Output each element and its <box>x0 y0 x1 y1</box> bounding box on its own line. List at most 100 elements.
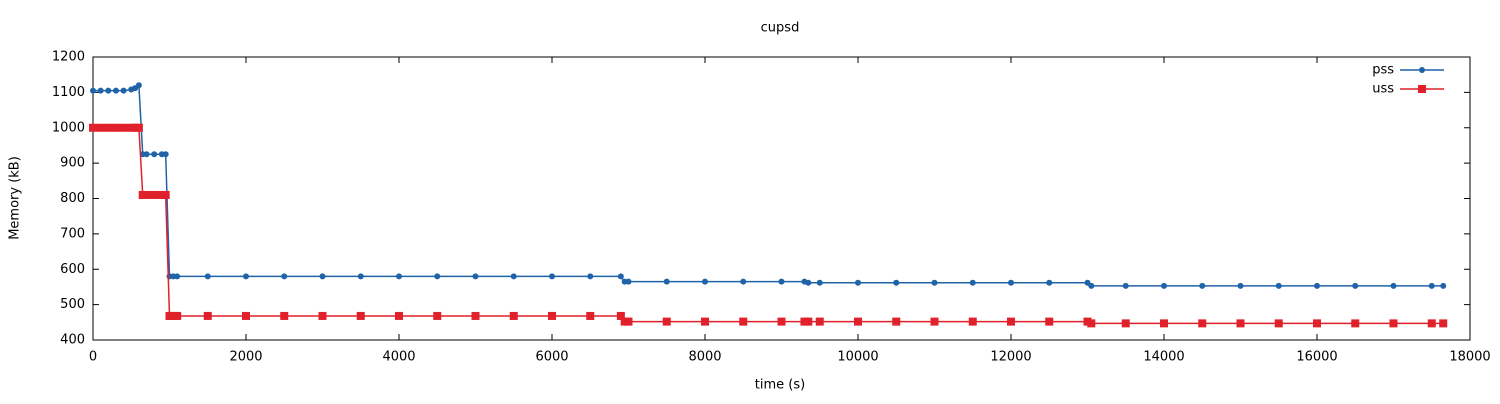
legend-label: pss <box>1372 63 1394 78</box>
marker <box>243 273 249 280</box>
marker <box>663 278 670 285</box>
marker <box>356 311 365 320</box>
marker <box>281 273 288 280</box>
y-tick-label: 1000 <box>52 120 85 135</box>
marker <box>1274 319 1283 328</box>
chart-title: cupsd <box>761 21 800 36</box>
marker <box>395 311 403 320</box>
marker <box>1390 282 1397 289</box>
marker <box>1199 282 1206 289</box>
marker <box>173 311 182 320</box>
marker <box>319 273 326 280</box>
y-tick-label: 500 <box>60 297 85 312</box>
marker <box>120 87 127 94</box>
marker <box>134 123 143 132</box>
series-line <box>93 83 1444 287</box>
marker <box>111 123 120 132</box>
marker <box>97 87 104 94</box>
y-tick-label: 600 <box>60 262 85 277</box>
marker <box>104 123 113 132</box>
legend-marker <box>1419 67 1425 73</box>
legend-marker <box>1418 85 1426 93</box>
marker <box>203 311 212 320</box>
x-tick-label: 18000 <box>1449 350 1490 365</box>
marker <box>1122 282 1129 289</box>
series-line <box>93 127 1444 325</box>
marker <box>472 273 479 280</box>
marker <box>433 311 442 320</box>
marker <box>112 87 119 94</box>
marker <box>1352 282 1359 289</box>
x-tick-label: 12000 <box>990 350 1031 365</box>
marker <box>1440 282 1447 289</box>
marker <box>815 317 824 326</box>
marker <box>805 279 812 286</box>
marker <box>1314 282 1320 289</box>
x-tick-label: 4000 <box>382 350 415 365</box>
marker <box>702 278 708 285</box>
marker <box>1351 319 1360 328</box>
marker <box>119 123 128 132</box>
marker <box>1088 282 1095 289</box>
marker <box>1160 319 1168 328</box>
marker <box>1045 317 1054 326</box>
marker <box>150 190 159 199</box>
marker <box>174 273 181 280</box>
y-tick-label: 1200 <box>52 50 85 65</box>
marker <box>434 273 441 280</box>
marker <box>280 311 289 320</box>
marker <box>549 273 555 280</box>
marker <box>855 279 861 286</box>
marker <box>968 317 977 326</box>
marker <box>586 311 595 320</box>
y-tick-label: 900 <box>60 156 85 171</box>
marker <box>105 87 112 94</box>
marker <box>161 190 170 199</box>
marker <box>969 279 976 286</box>
marker <box>90 87 96 94</box>
marker <box>616 311 625 320</box>
marker <box>142 190 151 199</box>
marker <box>617 273 624 280</box>
marker <box>893 279 900 286</box>
marker <box>1236 319 1245 328</box>
marker <box>662 317 671 326</box>
x-tick-label: 10000 <box>837 350 878 365</box>
marker <box>892 317 901 326</box>
legend-label: uss <box>1372 82 1394 97</box>
x-tick-label: 6000 <box>535 350 568 365</box>
marker <box>1313 319 1321 328</box>
x-tick-label: 2000 <box>229 350 262 365</box>
marker <box>151 151 158 158</box>
marker <box>587 273 594 280</box>
x-tick-label: 0 <box>89 350 97 365</box>
marker <box>804 317 813 326</box>
plot-border <box>92 56 1471 341</box>
y-tick-label: 800 <box>60 191 85 206</box>
marker <box>548 311 556 320</box>
marker <box>778 278 785 285</box>
marker <box>854 317 862 326</box>
marker <box>509 311 518 320</box>
y-axis-label: Memory (kB) <box>8 156 23 240</box>
marker <box>1439 319 1448 328</box>
marker <box>1237 282 1244 289</box>
marker <box>930 317 939 326</box>
marker <box>1389 319 1398 328</box>
marker <box>242 311 250 320</box>
x-tick-label: 8000 <box>688 350 721 365</box>
marker <box>625 278 632 285</box>
marker <box>701 317 709 326</box>
x-tick-label: 14000 <box>1143 350 1184 365</box>
marker <box>1198 319 1207 328</box>
marker <box>143 151 150 158</box>
x-tick-label: 16000 <box>1296 350 1337 365</box>
marker <box>739 317 748 326</box>
marker <box>1428 282 1435 289</box>
marker <box>1087 319 1096 328</box>
marker <box>357 273 364 280</box>
marker <box>777 317 786 326</box>
marker <box>931 279 938 286</box>
x-axis-label: time (s) <box>755 378 805 393</box>
